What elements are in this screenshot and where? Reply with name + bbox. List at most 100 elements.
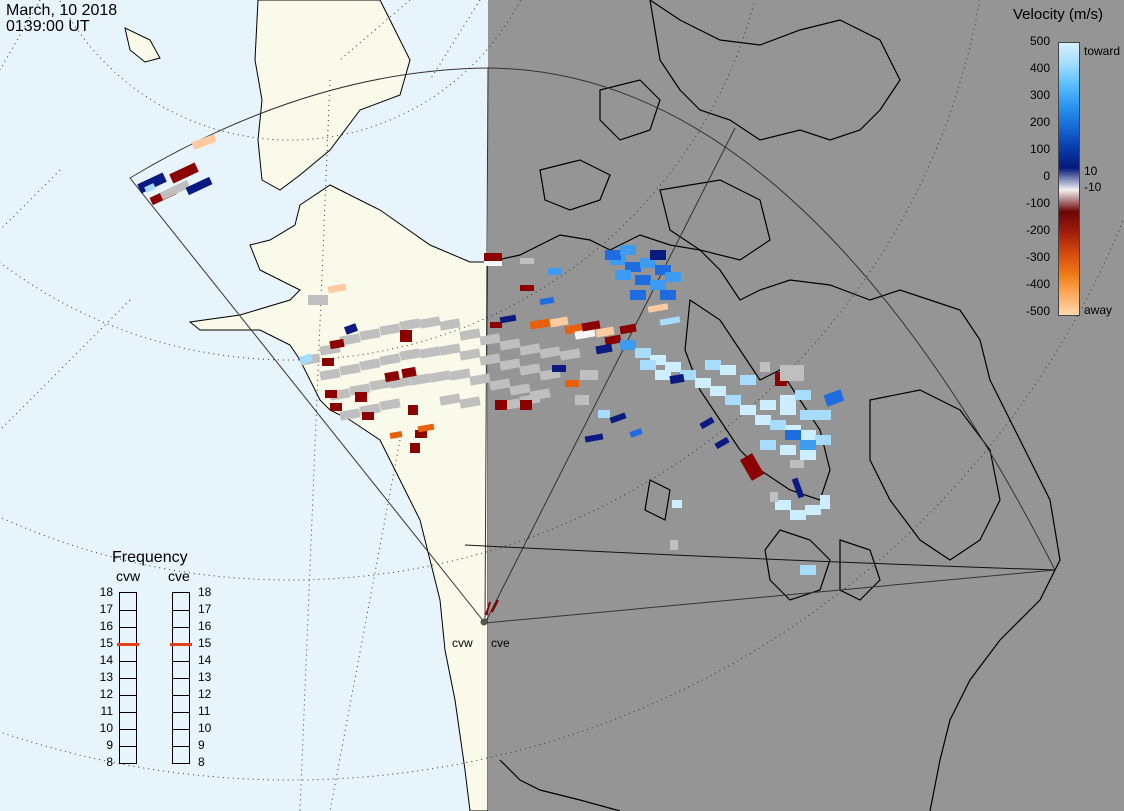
- scatter-cell: [650, 250, 666, 260]
- scatter-cell: [775, 500, 791, 510]
- freq-scale-label: 16: [99, 619, 113, 633]
- scatter-cell: [144, 183, 156, 193]
- scatter-cell: [520, 285, 534, 291]
- night-terminator: [488, 0, 1124, 811]
- colorbar-tick-label: -500: [1025, 304, 1050, 318]
- freq-gauge-cve: [170, 592, 192, 764]
- scatter-cell: [790, 510, 806, 520]
- freq-scale-label: 12: [99, 687, 113, 701]
- colorbar-toward-label: toward: [1084, 44, 1121, 58]
- scatter-cell: [800, 565, 816, 575]
- land-nightside: [487, 0, 1061, 811]
- freq-scale-label: 18: [198, 585, 212, 599]
- scatter-cell: [429, 370, 451, 383]
- scatter-cell: [343, 323, 359, 335]
- freq-scale-label: 14: [198, 653, 212, 667]
- freq-marker-cvw: [117, 643, 139, 646]
- scatter-cell: [469, 373, 491, 386]
- scatter-cell: [439, 393, 461, 406]
- colorbar-title: Velocity (m/s): [1013, 6, 1104, 23]
- scatter-cell: [670, 540, 678, 550]
- scatter-cell: [384, 370, 400, 383]
- scatter-cell: [539, 346, 561, 359]
- scatter-cell: [362, 412, 374, 420]
- scatter-cell: [785, 430, 801, 440]
- freq-scale-label: 15: [99, 636, 113, 650]
- freq-scale-label: 9: [106, 738, 113, 752]
- scatter-cell: [655, 265, 671, 275]
- scatter-cell: [780, 365, 804, 381]
- scatter-cell: [415, 430, 427, 438]
- scatter-cell: [672, 500, 682, 508]
- scatter-cell: [329, 338, 345, 350]
- scatter-cell: [650, 355, 666, 365]
- freq-scale-label: 11: [198, 704, 211, 718]
- scatter-cell: [552, 365, 566, 372]
- scatter-cell: [549, 316, 569, 328]
- scatter-cell: [322, 358, 334, 366]
- freq-gauge-cvw: [117, 592, 139, 764]
- colorbar-tick-label: 500: [1029, 34, 1050, 48]
- scatter-cell: [625, 262, 641, 272]
- scatter-cell: [379, 323, 401, 336]
- velocity-colorbar: [1058, 42, 1080, 316]
- scatter-cell: [169, 162, 199, 184]
- scatter-cell: [449, 368, 471, 381]
- scatter-cell: [755, 415, 771, 425]
- scatter-cell: [479, 353, 501, 366]
- colorbar-tick-label: -400: [1025, 277, 1050, 291]
- scatter-cell: [339, 408, 361, 421]
- near-range-echoes: [485, 599, 499, 616]
- scatter-cell: [325, 390, 337, 398]
- scatter-cell: [800, 410, 816, 420]
- scatter-cell: [598, 410, 610, 418]
- scatter-cell: [581, 320, 601, 332]
- colorbar-plus10-label: 10: [1084, 164, 1098, 178]
- fov-outline-cvw: [129, 67, 489, 624]
- scatter-cell: [800, 430, 816, 440]
- scatter-cell: [439, 318, 461, 331]
- scatter-cell: [695, 378, 711, 388]
- scatter-cell: [815, 435, 831, 445]
- scatter-cell: [399, 348, 421, 361]
- scatter-cell: [740, 405, 756, 415]
- scatter-cell: [410, 443, 420, 453]
- scatter-cell: [495, 400, 507, 410]
- colorbar-tick-label: -100: [1025, 196, 1050, 210]
- scatter-cell: [539, 296, 555, 306]
- scatter-cell: [499, 338, 521, 351]
- scatter-cell: [790, 460, 804, 468]
- scatter-cell: [780, 395, 796, 405]
- scatter-cell: [409, 373, 431, 386]
- colorbar-tick-label: 100: [1029, 142, 1050, 156]
- scatter-cell: [609, 412, 627, 424]
- scatter-cell: [191, 134, 217, 150]
- scatter-cell: [499, 358, 521, 371]
- scatter-cell: [439, 343, 461, 356]
- scatter-cell: [459, 328, 481, 341]
- scatter-cell: [574, 328, 596, 340]
- scatter-cell: [725, 395, 741, 405]
- scatter-cell: [419, 316, 441, 329]
- scatter-cell: [739, 453, 765, 481]
- scatter-cell: [780, 405, 796, 415]
- scatter-cell: [580, 370, 598, 380]
- time-label: 0139:00 UT: [6, 18, 90, 35]
- scatter-cell: [823, 389, 845, 407]
- colorbar-tick-label: 200: [1029, 115, 1050, 129]
- scatter-cell: [760, 362, 770, 372]
- scatter-cell: [565, 380, 579, 387]
- freq-radar-label-cvw: cvw: [116, 568, 141, 584]
- scatter-cell: [615, 270, 631, 280]
- scatter-cell: [520, 258, 534, 264]
- scatter-cell: [635, 275, 651, 285]
- scatter-cell: [714, 436, 730, 450]
- freq-scale-label: 11: [100, 704, 113, 718]
- radar-site-markers: [480, 599, 499, 626]
- scatter-cell: [619, 323, 637, 335]
- scatter-cell: [559, 348, 581, 361]
- scatter-cell: [379, 398, 401, 411]
- scatter-cell: [308, 295, 328, 305]
- scatter-cell: [770, 492, 778, 502]
